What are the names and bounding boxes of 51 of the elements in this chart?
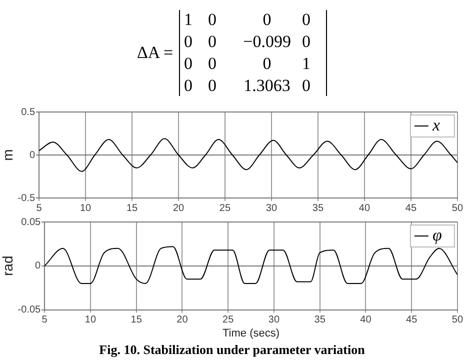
y-tick-label: 0 — [35, 260, 42, 272]
y-tick-label: 0.5 — [21, 106, 36, 118]
x-tick-label: 40 — [360, 314, 372, 326]
text: ΔA = — [136, 42, 174, 62]
x-tick-label: 45 — [406, 314, 418, 326]
text: 0 — [262, 54, 272, 74]
x-tick-label: 15 — [130, 314, 142, 326]
x-tick-label: 30 — [268, 314, 280, 326]
x-tick-label: 20 — [172, 202, 184, 214]
text: 1.3063 — [242, 76, 292, 96]
x-tick-label: 30 — [266, 202, 278, 214]
x-tick-label: 40 — [358, 202, 370, 214]
text: 0 — [184, 54, 194, 74]
y-tick-label: 0 — [29, 150, 36, 161]
x-tick-label: 15 — [126, 202, 138, 214]
x-tick-label: 50 — [452, 314, 464, 326]
text: 1 — [302, 54, 312, 74]
y-axis-title: m — [0, 149, 16, 161]
text: 0 — [208, 54, 218, 74]
x-tick-label: 45 — [405, 202, 417, 214]
x-tick-label: 35 — [314, 314, 326, 326]
x-tick-label: 5 — [36, 202, 42, 214]
x-axis-title: Time (secs) — [222, 327, 280, 340]
legend-label: x — [431, 115, 440, 134]
x-tick-label: 35 — [312, 202, 324, 214]
text: 0 — [302, 10, 312, 30]
caption: Fig. 10. Stabilization under parameter variation — [98, 341, 366, 359]
y-axis-title: rad — [0, 256, 16, 276]
x-tick-label: 50 — [452, 202, 464, 214]
x-tick-label: 5 — [42, 314, 48, 326]
text: 0 — [208, 10, 218, 30]
text: 1 — [184, 10, 194, 30]
text: 0 — [302, 76, 312, 96]
text: 0 — [262, 10, 272, 30]
y-tick-label: -0.05 — [18, 304, 42, 316]
y-tick-label: -0.5 — [18, 192, 36, 204]
y-tick-label: 0.05 — [21, 216, 42, 228]
x-tick-label: 20 — [176, 314, 188, 326]
line-series — [39, 138, 458, 172]
x-tick-label: 10 — [84, 314, 96, 326]
x-tick-label: 10 — [80, 202, 92, 214]
text: 0 — [208, 76, 218, 96]
x-tick-label: 25 — [222, 314, 234, 326]
text: 0 — [302, 32, 312, 52]
x-tick-label: 25 — [219, 202, 231, 214]
text: 0 — [208, 32, 218, 52]
text: 0 — [184, 76, 194, 96]
legend-label: φ — [432, 225, 442, 244]
text: −0.099 — [242, 32, 292, 52]
text: 0 — [184, 32, 194, 52]
line-series — [44, 246, 458, 284]
